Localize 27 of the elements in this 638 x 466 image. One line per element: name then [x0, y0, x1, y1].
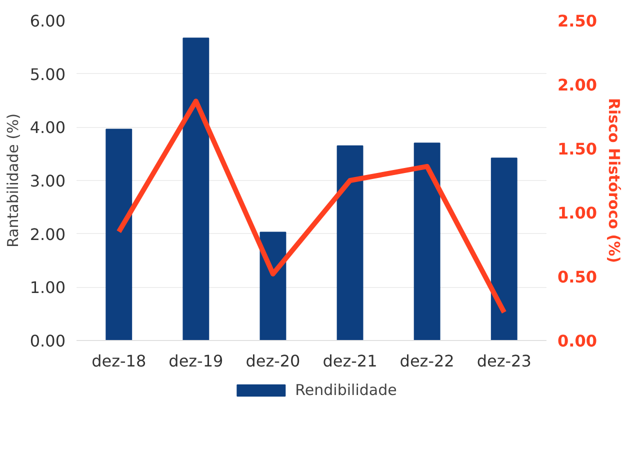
x-tick-label: dez-23 [476, 352, 532, 370]
y-tick-label: 0.00 [30, 332, 66, 350]
bar [490, 158, 518, 340]
y-tick-label: 2.00 [30, 224, 66, 244]
y2-tick-label: 0.00 [558, 332, 597, 350]
x-tick-label: dez-18 [92, 352, 146, 370]
bar [106, 128, 132, 340]
y-tick-label: 5.00 [30, 64, 66, 84]
bar [336, 145, 364, 340]
x-tick-label: dez-19 [168, 352, 224, 370]
y-axis-title: Rantabilidade (%) [4, 113, 22, 248]
x-tick-label: dez-21 [322, 352, 378, 370]
y2-tick-label: 0.50 [558, 268, 597, 286]
x-tick-label: dez-22 [400, 352, 454, 370]
legend-label: Rendibilidade [295, 381, 397, 399]
y2-tick-label: 2.00 [558, 76, 597, 94]
x-tick-label: dez-20 [246, 352, 300, 370]
y-tick-label: 3.00 [30, 172, 66, 190]
y-tick-label: 1.00 [30, 278, 66, 298]
y2-tick-label: 1.00 [558, 204, 597, 222]
y-tick-label: 4.00 [30, 118, 66, 138]
bar [414, 142, 440, 340]
y2-tick-label: 1.50 [558, 140, 597, 158]
bar [182, 38, 210, 340]
y2-tick-label: 2.50 [558, 12, 597, 30]
y-tick-label: 6.00 [30, 12, 66, 30]
y2-axis-title: Risco Históroco (%) [604, 98, 623, 263]
